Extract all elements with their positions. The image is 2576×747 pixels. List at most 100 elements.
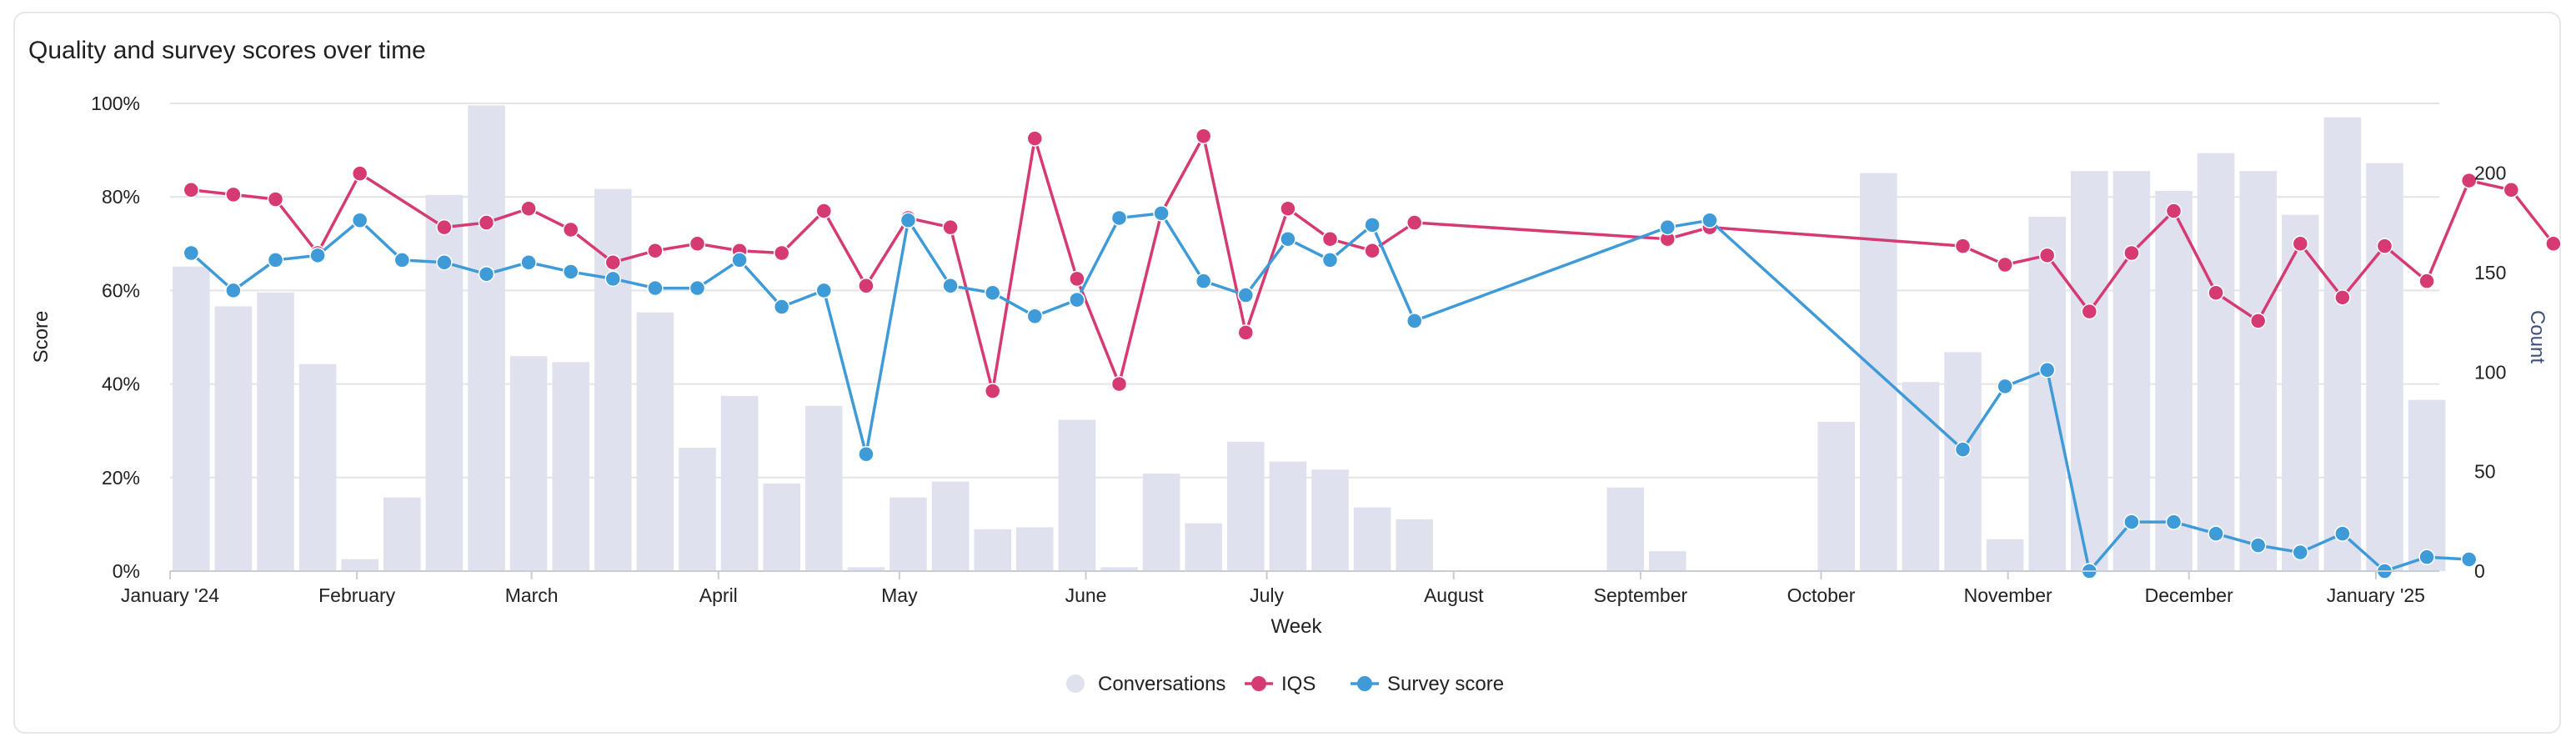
x-tick-label: November <box>1964 584 2052 606</box>
data-point <box>858 446 875 463</box>
data-point <box>478 214 495 231</box>
y-left-tick-label: 60% <box>102 279 140 301</box>
data-point <box>1026 130 1044 147</box>
data-point <box>2418 273 2435 289</box>
legend-marker-conversations <box>1066 674 1085 693</box>
bar <box>974 529 1011 571</box>
data-point <box>393 252 411 268</box>
data-point <box>604 253 622 271</box>
y-axis-left-title: Score <box>30 311 53 363</box>
data-point <box>2249 313 2267 329</box>
x-tick-label: October <box>1787 584 1856 606</box>
data-point <box>773 244 790 262</box>
data-point <box>309 247 326 264</box>
bar <box>805 405 843 571</box>
bar <box>1817 421 1855 571</box>
data-point <box>2208 525 2224 542</box>
bar <box>1142 474 1180 571</box>
bar <box>847 567 885 571</box>
data-point <box>689 279 706 297</box>
bar <box>425 194 464 572</box>
y-left-tick-label: 80% <box>102 186 140 208</box>
data-point <box>647 279 664 297</box>
bar <box>1227 441 1265 571</box>
data-point <box>1997 378 2013 395</box>
data-point <box>562 263 579 280</box>
bar <box>1100 567 1138 571</box>
x-axis-title: Week <box>1271 615 1323 638</box>
data-point <box>2249 537 2267 554</box>
data-point <box>773 298 790 315</box>
data-point <box>942 218 959 236</box>
data-point <box>2376 238 2393 254</box>
x-tick-label: June <box>1065 584 1107 606</box>
data-point <box>815 282 833 299</box>
data-point <box>2503 182 2520 198</box>
legend-marker <box>1251 676 1266 691</box>
bar <box>1185 523 1222 571</box>
bar <box>931 481 970 571</box>
y-axis-right-title: Count <box>2526 310 2548 363</box>
data-point <box>1237 324 1255 341</box>
bar <box>2112 171 2151 571</box>
data-point <box>1321 230 1339 248</box>
bar <box>298 363 337 571</box>
data-point <box>984 284 1001 301</box>
data-point <box>478 266 495 283</box>
bar <box>2071 171 2108 571</box>
data-point <box>1954 238 1972 254</box>
data-point <box>1110 209 1128 227</box>
data-point <box>183 182 200 198</box>
bar <box>1016 527 1054 571</box>
data-point <box>436 218 453 236</box>
x-tick-label: January '25 <box>2327 584 2425 606</box>
y-left-tick-label: 0% <box>113 560 140 582</box>
data-point <box>2038 362 2056 379</box>
bar <box>2366 163 2403 572</box>
line-series <box>183 128 2562 579</box>
bar <box>173 266 210 571</box>
x-tick-label: March <box>505 584 559 606</box>
data-point <box>1153 205 1170 222</box>
data-point <box>562 221 579 238</box>
bar <box>2239 171 2277 571</box>
y-right-tick-label: 200 <box>2474 163 2506 184</box>
bar <box>341 559 378 571</box>
y-left-tick-label: 20% <box>102 467 140 489</box>
legend-label: IQS <box>1281 673 1316 695</box>
data-point <box>2165 203 2183 219</box>
y-left-tick-label: 100% <box>91 93 140 114</box>
data-point <box>2418 549 2435 565</box>
data-point <box>2123 514 2140 530</box>
data-point <box>1069 291 1085 308</box>
bar <box>2323 117 2362 571</box>
data-point <box>1406 214 1423 231</box>
data-point <box>2292 544 2309 561</box>
data-point <box>1026 308 1044 325</box>
bar <box>1058 419 1096 571</box>
bar <box>509 356 548 571</box>
data-point <box>1280 230 1296 248</box>
bar <box>1606 487 1644 571</box>
x-tick-label: January '24 <box>121 584 219 606</box>
data-point <box>183 244 200 262</box>
data-point <box>731 252 748 268</box>
data-point <box>1195 273 1212 289</box>
data-point <box>1110 375 1128 393</box>
bar <box>720 395 759 571</box>
data-point <box>1954 441 1972 458</box>
bar <box>1269 461 1307 571</box>
data-point <box>2545 235 2562 253</box>
data-point <box>225 282 242 299</box>
y-left-tick-label: 40% <box>102 374 140 395</box>
data-point <box>2165 514 2183 530</box>
data-point <box>1280 200 1296 217</box>
x-tick-label: December <box>2145 584 2233 606</box>
data-point <box>1321 252 1339 268</box>
bar <box>763 483 800 571</box>
data-point <box>2460 551 2478 568</box>
bar <box>468 105 505 572</box>
y-right-tick-label: 50 <box>2474 461 2496 483</box>
data-point <box>1997 256 2013 273</box>
data-point <box>267 191 284 208</box>
